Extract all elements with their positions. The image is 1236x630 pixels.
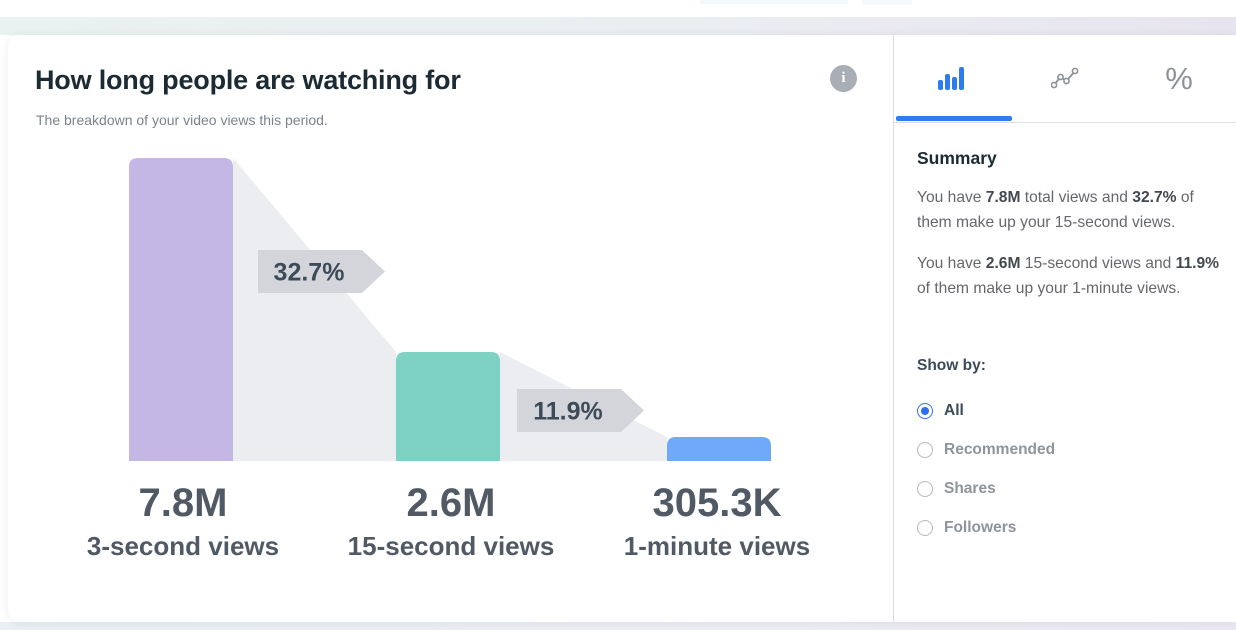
category-label-15-second: 15-second views [348, 531, 555, 561]
funnel-slope-1 [233, 158, 396, 461]
bar-1-minute-views [667, 437, 771, 461]
tab-line-chart[interactable] [1008, 35, 1122, 122]
radio-label: Followers [944, 519, 1017, 536]
summary-total-views: 7.8M [985, 189, 1021, 206]
info-button[interactable]: i [830, 65, 857, 92]
value-label-15-second: 2.6M [407, 481, 496, 525]
info-icon: i [841, 70, 846, 86]
summary-paragraph-2: You have 2.6M 15-second views and 11.9% … [917, 251, 1220, 301]
bar-3-second-views [129, 158, 233, 461]
summary-text: You have [917, 189, 986, 206]
radio-option-followers[interactable]: Followers [917, 519, 1220, 537]
card-title: How long people are watching for [35, 65, 461, 95]
side-panel: % Summary You have 7.8M total views and … [893, 35, 1236, 622]
radio-option-all[interactable]: All [917, 402, 1220, 420]
top-gradient-bar [0, 17, 1236, 35]
radio-label: Shares [944, 480, 996, 497]
radio-button[interactable] [917, 520, 933, 536]
dropoff-callout-2 [517, 389, 644, 432]
radio-option-recommended[interactable]: Recommended [917, 441, 1220, 459]
card-subtitle: The breakdown of your video views this p… [36, 112, 328, 128]
window-artifact [700, 0, 848, 4]
summary-percent-2: 11.9% [1175, 255, 1219, 272]
dropoff-percent-2: 11.9% [533, 398, 603, 426]
summary-heading: Summary [917, 148, 997, 168]
summary-percent-1: 32.7% [1132, 189, 1177, 206]
summary-text: of them make up your 1-minute views. [917, 280, 1181, 297]
value-label-3-second: 7.8M [139, 481, 228, 525]
summary-text: You have [917, 255, 986, 272]
bottom-gradient-bar [0, 622, 1236, 630]
bar-chart-icon [937, 67, 964, 90]
analytics-sheet: How long people are watching for The bre… [8, 35, 1236, 622]
percent-icon: % [1165, 60, 1193, 96]
watch-duration-card: How long people are watching for The bre… [8, 35, 893, 622]
dropoff-callout-1 [258, 250, 385, 293]
summary-text: 15-second views and [1020, 255, 1176, 272]
summary-paragraph-1: You have 7.8M total views and 32.7% of t… [917, 185, 1220, 235]
category-label-1-minute: 1-minute views [624, 531, 810, 561]
active-tab-indicator [896, 116, 1012, 121]
dropoff-percent-1: 32.7% [274, 259, 345, 287]
radio-option-shares[interactable]: Shares [917, 480, 1220, 498]
radio-label: Recommended [944, 441, 1056, 458]
bar-15-second-views [396, 352, 500, 461]
radio-button[interactable] [917, 481, 933, 497]
show-by-label: Show by: [917, 357, 986, 374]
summary-text: of them make up your 15-second views. [917, 189, 1194, 231]
panel-content: Summary You have 7.8M total views and 32… [894, 148, 1236, 537]
tab-bar-chart[interactable] [894, 35, 1008, 122]
radio-button-selected[interactable] [917, 403, 933, 419]
radio-button[interactable] [917, 442, 933, 458]
summary-text: total views and [1020, 189, 1133, 206]
chart-type-tabs: % [894, 35, 1236, 123]
funnel-chart: 32.7% 11.9% 7.8M 2.6M 305.3K 3-second vi… [87, 158, 810, 561]
tab-percentage[interactable]: % [1122, 35, 1236, 122]
category-label-3-second: 3-second views [87, 531, 279, 561]
line-chart-icon [1051, 67, 1079, 89]
window-artifact [862, 0, 912, 5]
summary-15s-views: 2.6M [985, 255, 1021, 272]
value-label-1-minute: 305.3K [653, 481, 782, 525]
radio-label: All [944, 402, 964, 419]
